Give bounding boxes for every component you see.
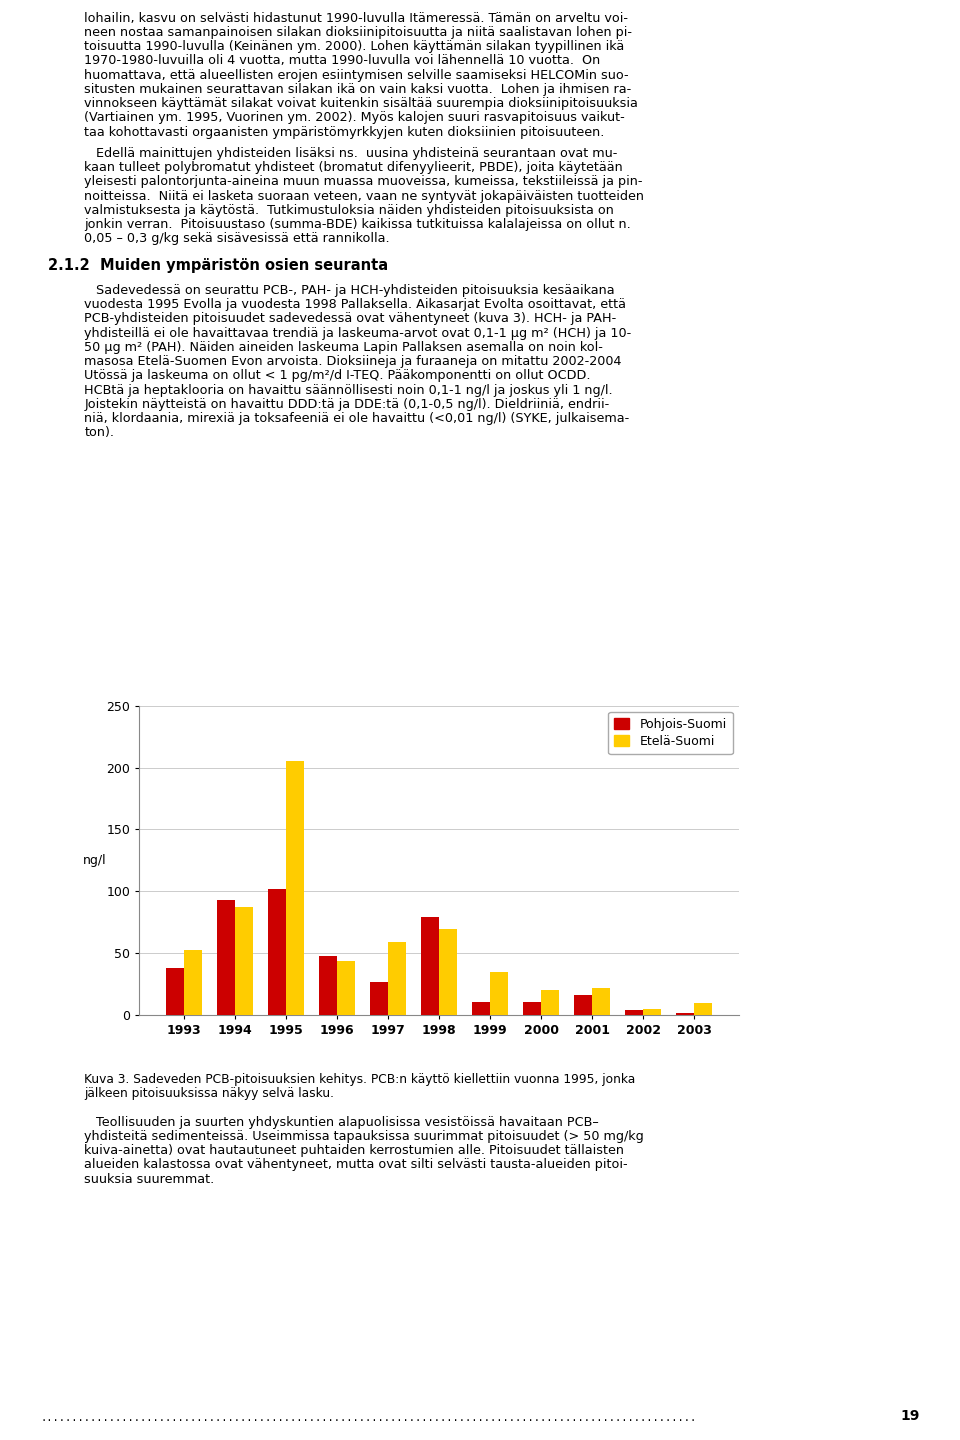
Bar	[472, 1002, 491, 1015]
Text: jonkin verran.  Pitoisuustaso (summa-BDE) kaikissa tutkituissa kalalajeissa on o: jonkin verran. Pitoisuustaso (summa-BDE)…	[84, 219, 632, 232]
Text: valmistuksesta ja käytöstä.  Tutkimustuloksia näiden yhdisteiden pitoisuuksista : valmistuksesta ja käytöstä. Tutkimustulo…	[84, 204, 614, 217]
Text: Joistekin näytteistä on havaittu DDD:tä ja DDE:tä (0,1-0,5 ng/l). Dieldriiniä, e: Joistekin näytteistä on havaittu DDD:tä …	[84, 397, 610, 410]
Text: 19: 19	[900, 1408, 920, 1423]
Bar	[371, 982, 388, 1015]
Bar	[320, 956, 337, 1015]
Text: lohailin, kasvu on selvästi hidastunut 1990-luvulla Itämeressä. Tämän on arveltu: lohailin, kasvu on selvästi hidastunut 1…	[84, 12, 629, 24]
Text: jälkeen pitoisuuksissa näkyy selvä lasku.: jälkeen pitoisuuksissa näkyy selvä lasku…	[84, 1087, 334, 1100]
Y-axis label: ng/l: ng/l	[84, 854, 107, 867]
Bar	[625, 1011, 643, 1015]
Bar	[643, 1009, 660, 1015]
Bar	[269, 888, 286, 1015]
Bar	[439, 929, 457, 1015]
Bar	[523, 1002, 541, 1015]
Text: PCB-yhdisteiden pitoisuudet sadevedessä ovat vähentyneet (kuva 3). HCH- ja PAH-: PCB-yhdisteiden pitoisuudet sadevedessä …	[84, 312, 616, 325]
Text: Teollisuuden ja suurten yhdyskuntien alapuolisissa vesistöissä havaitaan PCB–: Teollisuuden ja suurten yhdyskuntien ala…	[84, 1116, 599, 1129]
Text: noitteissa.  Niitä ei lasketa suoraan veteen, vaan ne syntyvät jokapäiväisten tu: noitteissa. Niitä ei lasketa suoraan vet…	[84, 190, 644, 203]
Bar	[184, 949, 203, 1015]
Text: HCBtä ja heptaklooria on havaittu säännöllisesti noin 0,1-1 ng/l ja joskus yli 1: HCBtä ja heptaklooria on havaittu säännö…	[84, 383, 613, 396]
Text: 2.1.2  Muiden ympäristön osien seuranta: 2.1.2 Muiden ympäristön osien seuranta	[48, 258, 388, 274]
Text: yhdisteillä ei ole havaittavaa trendiä ja laskeuma-arvot ovat 0,1-1 μg m² (HCH) : yhdisteillä ei ole havaittavaa trendiä j…	[84, 327, 632, 340]
Text: ton).: ton).	[84, 426, 114, 439]
Bar	[592, 988, 610, 1015]
Text: ................................................................................: ........................................…	[40, 1413, 697, 1423]
Text: kuiva-ainetta) ovat hautautuneet puhtaiden kerrostumien alle. Pitoisuudet tällai: kuiva-ainetta) ovat hautautuneet puhtaid…	[84, 1143, 624, 1158]
Text: neen nostaa samanpainoisen silakan dioksiinipitoisuutta ja niitä saalistavan loh: neen nostaa samanpainoisen silakan dioks…	[84, 26, 633, 39]
Bar	[218, 900, 235, 1015]
Text: 50 μg m² (PAH). Näiden aineiden laskeuma Lapin Pallaksen asemalla on noin kol-: 50 μg m² (PAH). Näiden aineiden laskeuma…	[84, 341, 603, 354]
Bar	[676, 1012, 694, 1015]
Text: toisuutta 1990-luvulla (Keinänen ym. 2000). Lohen käyttämän silakan tyypillinen : toisuutta 1990-luvulla (Keinänen ym. 200…	[84, 40, 625, 53]
Text: Sadevedessä on seurattu PCB-, PAH- ja HCH-yhdisteiden pitoisuuksia kesäaikana: Sadevedessä on seurattu PCB-, PAH- ja HC…	[84, 284, 615, 297]
Text: taa kohottavasti orgaanisten ympäristömyrkkyjen kuten dioksiinien pitoisuuteen.: taa kohottavasti orgaanisten ympäristömy…	[84, 125, 605, 138]
Bar	[235, 907, 253, 1015]
Text: niä, klordaania, mirexiä ja toksafeeniä ei ole havaittu (<0,01 ng/l) (SYKE, julk: niä, klordaania, mirexiä ja toksafeeniä …	[84, 412, 630, 425]
Text: yleisesti palontorjunta-aineina muun muassa muoveissa, kumeissa, tekstiileissä j: yleisesti palontorjunta-aineina muun mua…	[84, 176, 643, 189]
Text: Kuva 3. Sadeveden PCB-pitoisuuksien kehitys. PCB:n käyttö kiellettiin vuonna 199: Kuva 3. Sadeveden PCB-pitoisuuksien kehi…	[84, 1073, 636, 1086]
Text: kaan tulleet polybromatut yhdisteet (bromatut difenyylieerit, PBDE), joita käyte: kaan tulleet polybromatut yhdisteet (bro…	[84, 161, 623, 174]
Bar	[491, 972, 508, 1015]
Text: vinnokseen käyttämät silakat voivat kuitenkin sisältää suurempia dioksiinipitois: vinnokseen käyttämät silakat voivat kuit…	[84, 96, 638, 109]
Text: suuksia suuremmat.: suuksia suuremmat.	[84, 1172, 215, 1185]
Text: 1970-1980-luvuilla oli 4 vuotta, mutta 1990-luvulla voi lähennellä 10 vuotta.  O: 1970-1980-luvuilla oli 4 vuotta, mutta 1…	[84, 55, 601, 68]
Text: Edellä mainittujen yhdisteiden lisäksi ns.  uusina yhdisteinä seurantaan ovat mu: Edellä mainittujen yhdisteiden lisäksi n…	[84, 147, 618, 160]
Text: vuodesta 1995 Evolla ja vuodesta 1998 Pallaksella. Aikasarjat Evolta osoittavat,: vuodesta 1995 Evolla ja vuodesta 1998 Pa…	[84, 298, 627, 311]
Bar	[166, 968, 184, 1015]
Bar	[286, 762, 304, 1015]
Bar	[541, 991, 559, 1015]
Bar	[421, 917, 439, 1015]
Text: yhdisteitä sedimenteissä. Useimmissa tapauksissa suurimmat pitoisuudet (> 50 mg/: yhdisteitä sedimenteissä. Useimmissa tap…	[84, 1130, 644, 1143]
Text: (Vartiainen ym. 1995, Vuorinen ym. 2002). Myös kalojen suuri rasvapitoisuus vaik: (Vartiainen ym. 1995, Vuorinen ym. 2002)…	[84, 111, 625, 124]
Bar	[574, 995, 592, 1015]
Bar	[337, 960, 355, 1015]
Text: huomattava, että alueellisten erojen esiintymisen selville saamiseksi HELCOMin s: huomattava, että alueellisten erojen esi…	[84, 69, 629, 82]
Text: situsten mukainen seurattavan silakan ikä on vain kaksi vuotta.  Lohen ja ihmise: situsten mukainen seurattavan silakan ik…	[84, 82, 632, 96]
Bar	[694, 1002, 712, 1015]
Text: masosa Etelä-Suomen Evon arvoista. Dioksiineja ja furaaneja on mitattu 2002-2004: masosa Etelä-Suomen Evon arvoista. Dioks…	[84, 356, 622, 369]
Legend: Pohjois-Suomi, Etelä-Suomi: Pohjois-Suomi, Etelä-Suomi	[609, 711, 732, 755]
Text: Utössä ja laskeuma on ollut < 1 pg/m²/d I-TEQ. Pääkomponentti on ollut OCDD.: Utössä ja laskeuma on ollut < 1 pg/m²/d …	[84, 369, 591, 383]
Text: alueiden kalastossa ovat vähentyneet, mutta ovat silti selvästi tausta-alueiden : alueiden kalastossa ovat vähentyneet, mu…	[84, 1158, 628, 1171]
Bar	[388, 942, 406, 1015]
Text: 0,05 – 0,3 g/kg sekä sisävesissä että rannikolla.: 0,05 – 0,3 g/kg sekä sisävesissä että ra…	[84, 232, 390, 245]
